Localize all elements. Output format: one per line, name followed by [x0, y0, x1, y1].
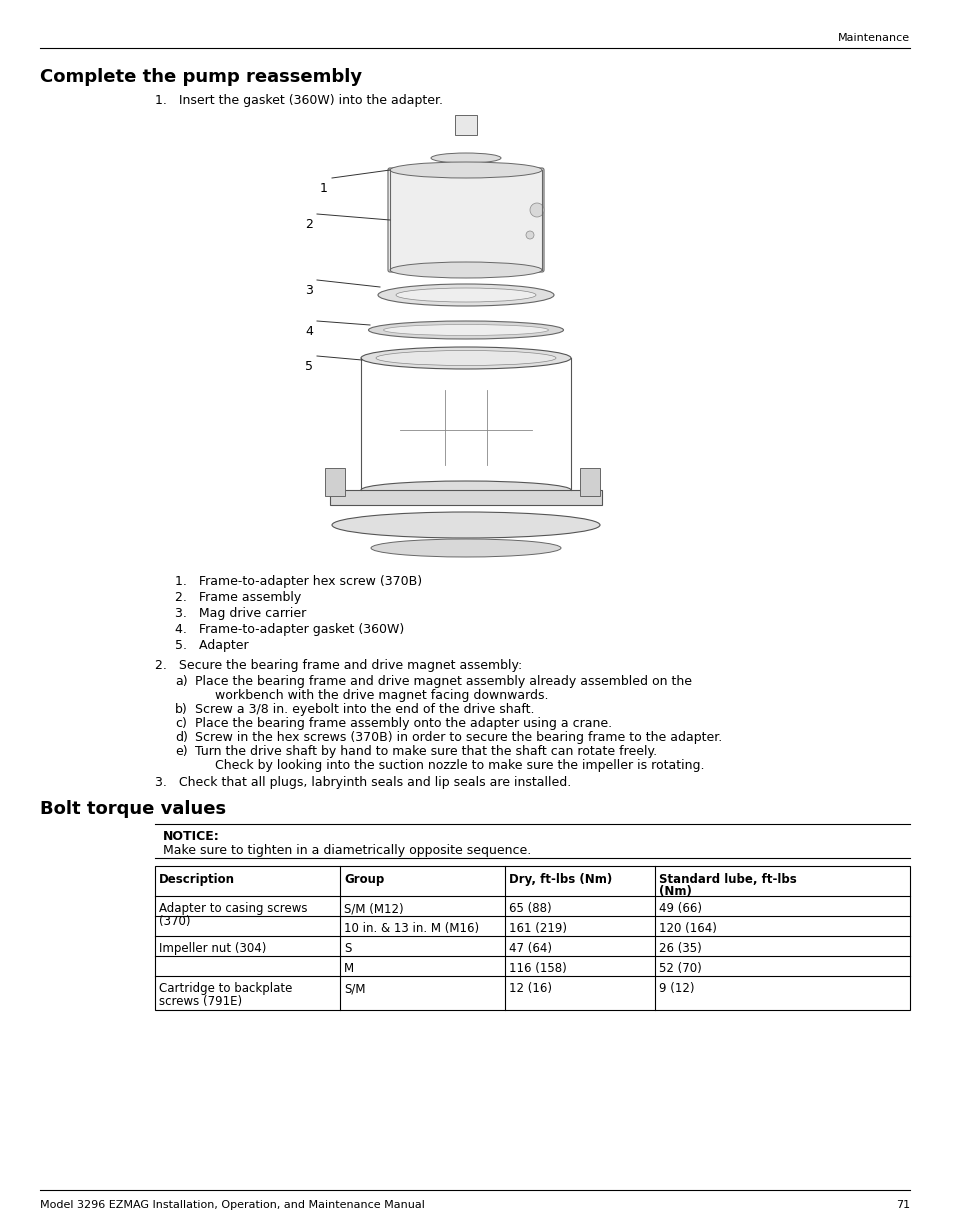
Text: d): d) — [174, 731, 188, 744]
Bar — [330, 490, 601, 506]
Text: NOTICE:: NOTICE: — [163, 829, 219, 843]
Text: Maintenance: Maintenance — [837, 33, 909, 43]
Text: 71: 71 — [895, 1200, 909, 1210]
Bar — [455, 115, 476, 135]
Text: c): c) — [174, 717, 187, 730]
Text: Make sure to tighten in a diametrically opposite sequence.: Make sure to tighten in a diametrically … — [163, 844, 531, 856]
Text: Place the bearing frame and drive magnet assembly already assembled on the: Place the bearing frame and drive magnet… — [194, 675, 691, 688]
Text: Adapter to casing screws: Adapter to casing screws — [159, 902, 307, 915]
Text: Cartridge to backplate: Cartridge to backplate — [159, 982, 292, 995]
Ellipse shape — [383, 324, 548, 335]
Text: Screw a 3/8 in. eyebolt into the end of the drive shaft.: Screw a 3/8 in. eyebolt into the end of … — [194, 703, 534, 717]
Text: S: S — [344, 942, 351, 955]
Text: 4: 4 — [305, 325, 313, 337]
Circle shape — [525, 231, 534, 239]
Text: Standard lube, ft-lbs: Standard lube, ft-lbs — [659, 872, 796, 886]
Text: screws (791E): screws (791E) — [159, 995, 242, 1009]
Text: e): e) — [174, 745, 188, 758]
Ellipse shape — [375, 351, 556, 366]
Text: 2.   Frame assembly: 2. Frame assembly — [174, 591, 301, 604]
Text: 49 (66): 49 (66) — [659, 902, 701, 915]
Text: (Nm): (Nm) — [659, 885, 691, 898]
Circle shape — [530, 202, 543, 217]
Ellipse shape — [390, 162, 541, 178]
Text: 3: 3 — [305, 283, 313, 297]
Ellipse shape — [360, 481, 571, 499]
Text: 116 (158): 116 (158) — [509, 962, 566, 975]
Text: 9 (12): 9 (12) — [659, 982, 694, 995]
Text: workbench with the drive magnet facing downwards.: workbench with the drive magnet facing d… — [194, 690, 548, 702]
Text: 26 (35): 26 (35) — [659, 942, 701, 955]
Text: 120 (164): 120 (164) — [659, 921, 716, 935]
Text: 1: 1 — [319, 182, 328, 195]
Text: 161 (219): 161 (219) — [509, 921, 566, 935]
FancyBboxPatch shape — [388, 168, 543, 272]
Text: Complete the pump reassembly: Complete the pump reassembly — [40, 67, 362, 86]
Text: (370): (370) — [159, 915, 191, 928]
Text: 52 (70): 52 (70) — [659, 962, 701, 975]
Text: 2: 2 — [305, 218, 313, 231]
Ellipse shape — [431, 153, 500, 163]
Bar — [579, 467, 599, 496]
Text: Bolt torque values: Bolt torque values — [40, 800, 226, 818]
Text: 4.   Frame-to-adapter gasket (360W): 4. Frame-to-adapter gasket (360W) — [174, 623, 404, 636]
Text: 47 (64): 47 (64) — [509, 942, 552, 955]
Text: Impeller nut (304): Impeller nut (304) — [159, 942, 266, 955]
Text: 1.   Frame-to-adapter hex screw (370B): 1. Frame-to-adapter hex screw (370B) — [174, 575, 421, 588]
Text: b): b) — [174, 703, 188, 717]
Ellipse shape — [368, 321, 563, 339]
Text: 65 (88): 65 (88) — [509, 902, 551, 915]
Text: 3.   Check that all plugs, labryinth seals and lip seals are installed.: 3. Check that all plugs, labryinth seals… — [154, 775, 571, 789]
Ellipse shape — [390, 263, 541, 279]
Text: 5.   Adapter: 5. Adapter — [174, 639, 249, 652]
Text: Place the bearing frame assembly onto the adapter using a crane.: Place the bearing frame assembly onto th… — [194, 717, 612, 730]
Text: Check by looking into the suction nozzle to make sure the impeller is rotating.: Check by looking into the suction nozzle… — [194, 760, 703, 772]
Ellipse shape — [377, 283, 554, 306]
Ellipse shape — [360, 347, 571, 369]
Text: 10 in. & 13 in. M (M16): 10 in. & 13 in. M (M16) — [344, 921, 478, 935]
Text: Dry, ft-lbs (Nm): Dry, ft-lbs (Nm) — [509, 872, 612, 886]
Ellipse shape — [371, 539, 560, 557]
Ellipse shape — [395, 288, 536, 302]
Text: a): a) — [174, 675, 188, 688]
Text: Screw in the hex screws (370B) in order to secure the bearing frame to the adapt: Screw in the hex screws (370B) in order … — [194, 731, 721, 744]
Bar — [325, 467, 345, 496]
Text: M: M — [344, 962, 354, 975]
Text: S/M: S/M — [344, 982, 365, 995]
Text: S/M (M12): S/M (M12) — [344, 902, 403, 915]
Ellipse shape — [332, 512, 599, 537]
Text: 5: 5 — [305, 360, 313, 373]
Text: Turn the drive shaft by hand to make sure that the shaft can rotate freely.: Turn the drive shaft by hand to make sur… — [194, 745, 657, 758]
Text: 1.   Insert the gasket (360W) into the adapter.: 1. Insert the gasket (360W) into the ada… — [154, 94, 442, 107]
Text: Description: Description — [159, 872, 234, 886]
Text: 2.   Secure the bearing frame and drive magnet assembly:: 2. Secure the bearing frame and drive ma… — [154, 659, 521, 672]
Text: 12 (16): 12 (16) — [509, 982, 552, 995]
Text: Group: Group — [344, 872, 384, 886]
Text: 3.   Mag drive carrier: 3. Mag drive carrier — [174, 607, 306, 620]
Text: Model 3296 EZMAG Installation, Operation, and Maintenance Manual: Model 3296 EZMAG Installation, Operation… — [40, 1200, 424, 1210]
Bar — [154, 866, 909, 1010]
